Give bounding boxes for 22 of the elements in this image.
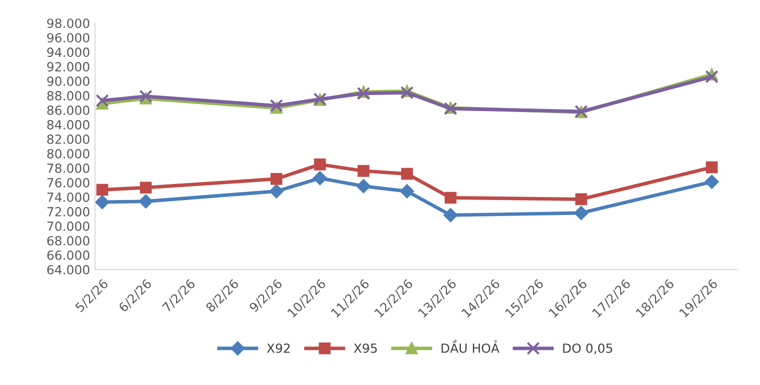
y-tick-label: 82.000 [47, 134, 90, 144]
legend-label: X95 [354, 343, 377, 353]
y-tick-label: 86.000 [47, 106, 90, 115]
legend-label: DẦU HOẢ [442, 340, 500, 353]
y-tick-label: 84.000 [47, 120, 90, 130]
y-tick-label: 98.000 [47, 18, 90, 28]
y-tick-label: 88.000 [47, 91, 90, 100]
y-tick-label: 94.000 [47, 48, 90, 58]
y-tick-label: 74.000 [47, 192, 90, 202]
y-tick-label: 78.000 [47, 164, 90, 173]
legend-label: X92 [266, 343, 290, 353]
y-tick-label: 68.000 [47, 236, 90, 246]
y-tick-label: 92.000 [47, 62, 90, 72]
y-tick-label: 70.000 [47, 221, 90, 231]
y-tick-label: 90.000 [47, 76, 90, 86]
y-tick-label: 76.000 [47, 178, 90, 188]
y-tick-label: 96.000 [47, 33, 90, 43]
y-tick-label: 72.000 [47, 206, 90, 216]
y-tick-label: 80.000 [47, 149, 90, 158]
legend-label: DO 0,05 [563, 343, 612, 354]
y-tick-label: 64.000 [47, 264, 90, 274]
y-tick-label: 66.000 [47, 250, 90, 260]
